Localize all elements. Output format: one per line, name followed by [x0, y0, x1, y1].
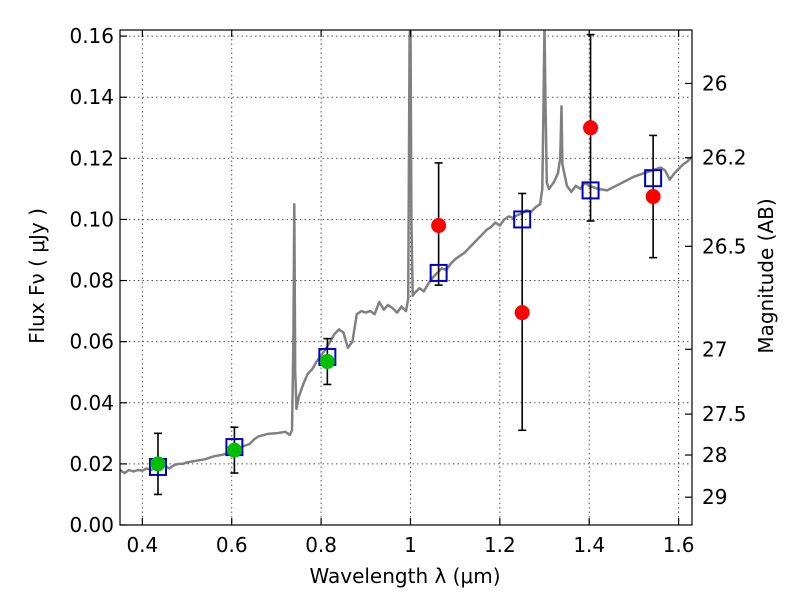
- mag-tick-label: 27: [702, 337, 727, 361]
- y-tick-label: 0.10: [69, 207, 114, 231]
- square-marker: [581, 181, 600, 200]
- circle-marker: [431, 218, 447, 234]
- x-axis-label: Wavelength λ (μm): [309, 564, 500, 588]
- axes: 0.4 0.6 0.8 1 1.2 1.4 1.6 0.00 0.02 0.04 0.06 0.08 0…: [69, 24, 746, 557]
- grid-lines: [120, 30, 692, 526]
- y-axis-label: Flux Fν ( μJy ): [25, 208, 49, 344]
- y-tick-label: 0.04: [69, 391, 114, 415]
- square-marker: [429, 263, 448, 282]
- circle-marker: [319, 354, 335, 370]
- mag-tick-label: 27.5: [702, 402, 747, 426]
- x-tick-label: 1: [404, 533, 417, 557]
- x-tick-label: 0.4: [126, 533, 158, 557]
- mag-tick-label: 28: [702, 443, 727, 467]
- mag-tick-label: 26.2: [702, 146, 747, 170]
- y-tick-label: 0.02: [69, 452, 114, 476]
- right-axis-label: Magnitude (AB): [754, 198, 778, 353]
- error-bars: [153, 33, 658, 496]
- x-tick-label: 0.8: [305, 533, 337, 557]
- y-tick-label: 0.16: [69, 24, 114, 48]
- model-spectrum: [120, 30, 692, 475]
- x-tick-label: 1.6: [663, 533, 695, 557]
- data-markers: [148, 120, 663, 476]
- y-tick-label: 0.00: [69, 513, 114, 537]
- circle-marker: [645, 189, 661, 205]
- y-tick-label: 0.08: [69, 269, 114, 293]
- mag-tick-label: 29: [702, 485, 727, 509]
- circle-marker: [226, 442, 242, 458]
- circle-marker: [150, 456, 166, 472]
- x-tick-label: 1.4: [573, 533, 605, 557]
- x-tick-label: 1.2: [484, 533, 516, 557]
- spectrum-line: [120, 30, 692, 475]
- square-marker: [644, 169, 663, 188]
- y-tick-label: 0.12: [69, 146, 114, 170]
- mag-tick-label: 26.5: [702, 234, 747, 258]
- square-marker: [513, 210, 532, 229]
- circle-marker: [514, 305, 530, 321]
- mag-tick-label: 26: [702, 71, 727, 95]
- circle-marker: [583, 120, 599, 136]
- y-tick-label: 0.14: [69, 85, 114, 109]
- y-tick-label: 0.06: [69, 330, 114, 354]
- plot-frame: [119, 29, 693, 526]
- x-tick-label: 0.6: [216, 533, 248, 557]
